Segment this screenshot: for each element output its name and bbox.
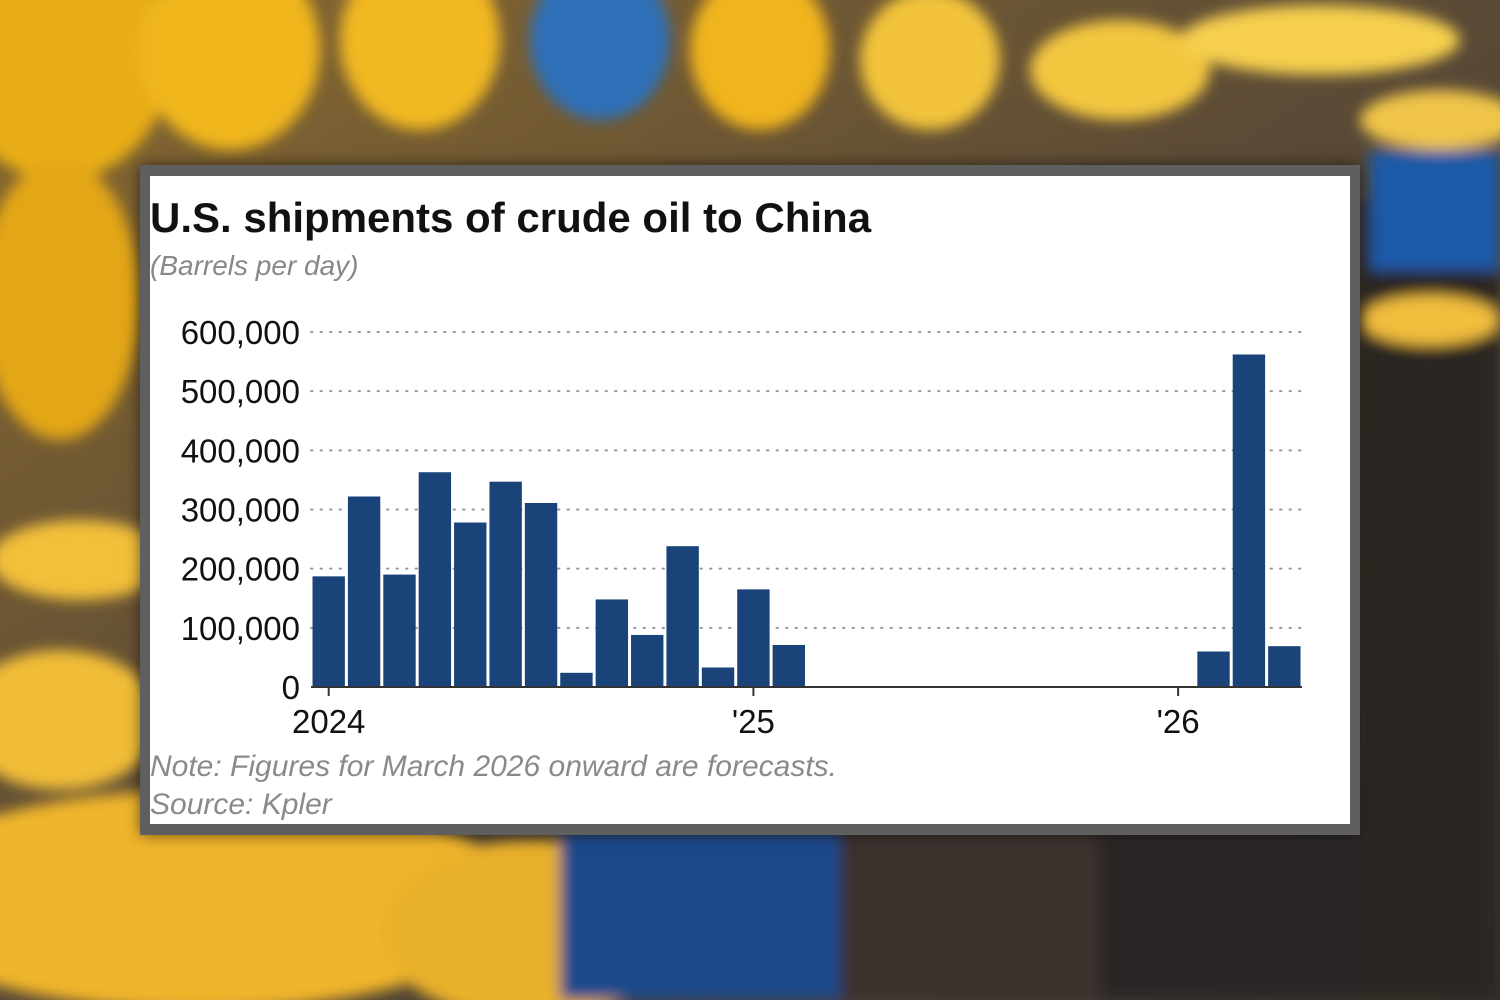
plot-area: 0 100,000 200,000 300,000 400,000 500,000 600,… bbox=[181, 314, 1303, 740]
bar-2024-12 bbox=[701, 667, 735, 687]
bar-2026-04 bbox=[1268, 646, 1301, 687]
bar-2024-07 bbox=[524, 502, 558, 687]
bar-2024-02 bbox=[347, 496, 381, 687]
x-tick-label: '25 bbox=[732, 703, 775, 740]
bar-2024-11 bbox=[666, 546, 699, 687]
y-tick-label: 0 bbox=[282, 669, 300, 706]
bar-2024-04 bbox=[418, 472, 452, 687]
y-tick-label: 200,000 bbox=[181, 551, 300, 588]
y-tick-label: 300,000 bbox=[181, 492, 300, 529]
bar-2024-09 bbox=[595, 599, 629, 687]
y-tick-label: 100,000 bbox=[181, 610, 300, 647]
y-tick-label: 400,000 bbox=[181, 432, 300, 469]
bar-2024-03 bbox=[383, 574, 416, 687]
chart-card: 0 100,000 200,000 300,000 400,000 500,000 600,… bbox=[150, 176, 1350, 824]
x-tick-label: '26 bbox=[1157, 703, 1200, 740]
bar-2024-05 bbox=[454, 522, 487, 687]
bar-2026-02 bbox=[1197, 651, 1230, 687]
chart-note: Note: Figures for March 2026 onward are … bbox=[150, 750, 837, 783]
bar-2024-01 bbox=[312, 576, 345, 687]
chart-source: Source: Kpler bbox=[150, 788, 332, 821]
bar-2024-08 bbox=[560, 672, 593, 687]
bar-2025-02 bbox=[772, 644, 805, 687]
y-tick-label: 500,000 bbox=[181, 373, 300, 410]
x-tick-label: 2024 bbox=[292, 703, 365, 740]
chart-subtitle: (Barrels per day) bbox=[150, 250, 359, 281]
bar-2025-01 bbox=[737, 589, 770, 687]
y-tick-label: 600,000 bbox=[181, 314, 300, 351]
chart-title: U.S. shipments of crude oil to China bbox=[150, 194, 872, 241]
bar-2026-03 bbox=[1232, 354, 1266, 687]
bar-2024-10 bbox=[631, 634, 664, 687]
bar-2024-06 bbox=[489, 481, 522, 687]
